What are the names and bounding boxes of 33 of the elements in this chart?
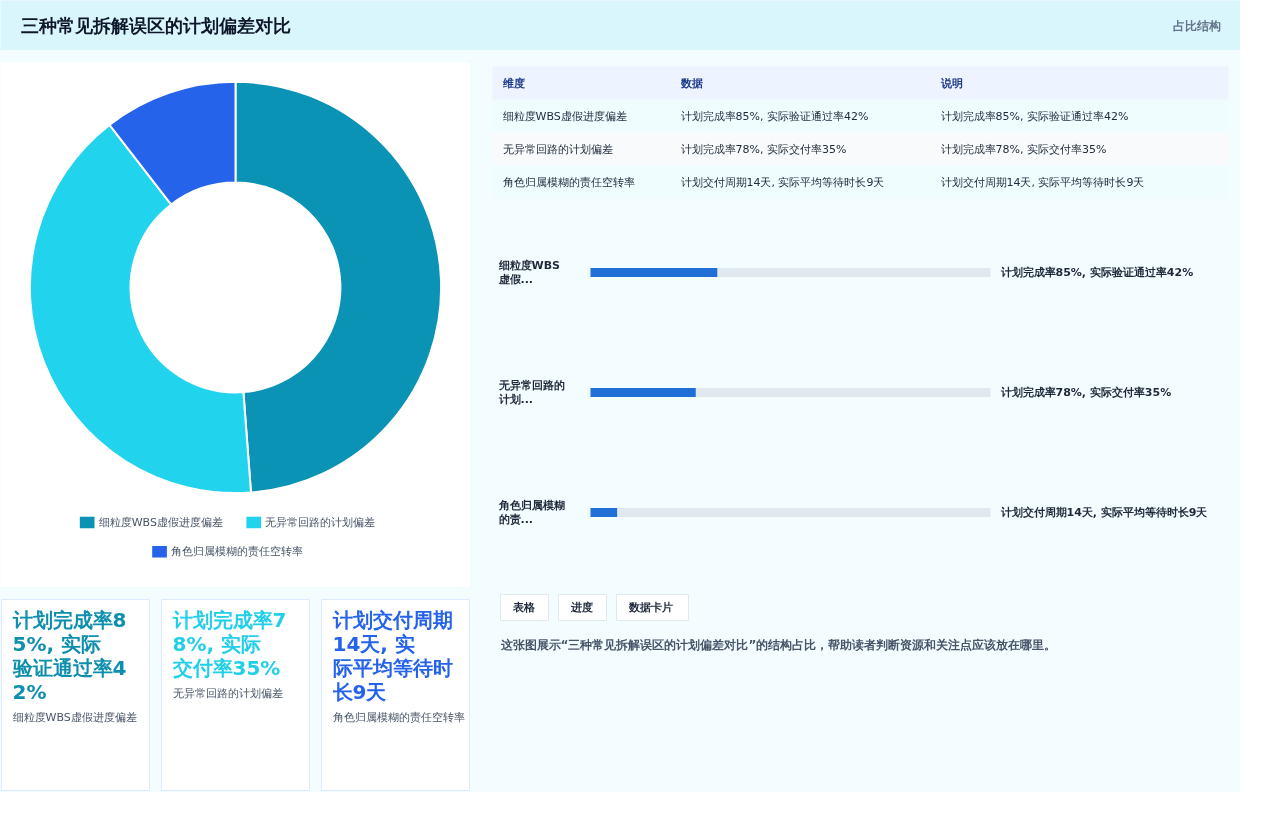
text: 计划交付周期14天, 实际平均等待时长9天 [940,175,1145,189]
text: 计划交付周期14天, 实际平均等待时长9天 [331,607,453,704]
text: 计划完成率85%, 实际验证通过率42% [940,109,1129,123]
text: 角色归属模糊的责任空转率 [502,175,635,189]
y-tick-label: 细粒度WBS虚假... [497,259,561,286]
text: 进度 [569,601,593,614]
text: 占比结构 [1172,18,1221,33]
y-tick-label: 无异常回路的计划... [497,379,565,406]
text: 维度 [501,76,525,90]
text: 数据 [679,76,703,90]
text: 计划完成率85%, 实际验证通过率42% [999,266,1194,279]
text: 表格 [511,601,536,614]
legend-label: 无异常回路的计划偏差 [265,515,376,529]
y-tick-label: 角色归属模糊的责... [497,499,565,526]
slice-label: 细粒度WBS虚假进度偏差 [502,109,627,123]
text: 角色归属模糊的责任空转率 [332,711,465,724]
text: 无异常回路的计划偏差 [502,142,613,156]
legend-label: 角色归属模糊的责任空转率 [171,545,304,559]
text: 这张图展示“三种常见拆解误区的计划偏差对比”的结构占比，帮助读者判断资源和关注点应该放在哪里。 [499,637,1057,652]
text: 细粒度WBS虚假进度偏差 [12,711,137,724]
text: 数据卡片 [627,601,673,614]
text: 计划完成率78%, 实际交付率35% [680,142,847,156]
text: 计划完成率78%, 实际交付率35% [940,142,1107,156]
legend-label: 细粒度WBS虚假进度偏差 [98,515,223,529]
text: 计划交付周期14天, 实际平均等待时长9天 [680,175,885,189]
text: 计划完成率78%, 实际交付率35% [171,607,287,680]
text: 无异常回路的计划偏差 [172,687,283,700]
text: 计划完成率78%, 实际交付率35% [999,386,1172,399]
text: 计划完成率85%, 实际验证通过率42% [680,109,869,123]
text: 计划完成率85%, 实际验证通过率42% [11,607,127,704]
text: 说明 [939,76,963,90]
text: 三种常见拆解误区的计划偏差对比 [20,15,291,36]
text: 计划交付周期14天, 实际平均等待时长9天 [999,506,1209,519]
